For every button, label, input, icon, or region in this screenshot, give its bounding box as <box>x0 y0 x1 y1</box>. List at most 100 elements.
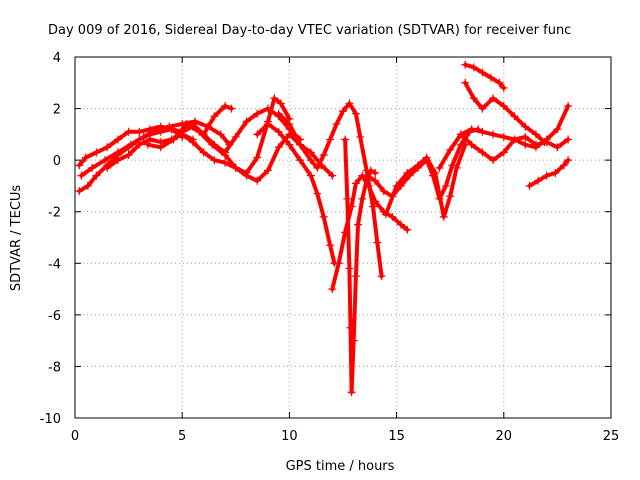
data-point <box>377 272 386 281</box>
series-arc-13 <box>381 140 470 221</box>
data-point <box>334 259 343 268</box>
data-point <box>328 285 337 294</box>
data-point <box>371 176 380 185</box>
data-point <box>351 179 360 188</box>
data-point <box>306 156 315 165</box>
data-point <box>156 122 165 131</box>
plot-frame <box>74 56 612 419</box>
data-point <box>178 130 187 139</box>
x-tick-label: 15 <box>388 429 405 444</box>
data-point <box>388 212 397 221</box>
x-axis-label: GPS time / hours <box>286 459 395 474</box>
data-point <box>531 130 540 139</box>
chart-title: Day 009 of 2016, Sidereal Day-to-day VTE… <box>48 23 571 38</box>
data-point <box>461 60 470 69</box>
y-tick-label: -8 <box>48 360 61 375</box>
series-arc-17 <box>461 78 549 147</box>
data-point <box>306 171 315 180</box>
data-point <box>553 143 562 152</box>
data-point <box>113 135 122 144</box>
data-point <box>495 78 504 87</box>
data-point <box>77 171 86 180</box>
data-point <box>452 163 461 172</box>
data-point <box>253 176 262 185</box>
series-trace <box>343 137 378 395</box>
data-point <box>124 150 133 159</box>
data-point <box>188 120 197 129</box>
data-point <box>75 187 84 196</box>
data-point <box>169 135 178 144</box>
data-point <box>113 156 122 165</box>
data-point <box>253 109 262 118</box>
data-point <box>351 109 360 118</box>
data-point <box>199 130 208 139</box>
data-point <box>296 156 305 165</box>
data-point <box>379 187 388 196</box>
data-point <box>521 140 530 149</box>
data-point <box>521 132 530 141</box>
data-point <box>135 140 144 149</box>
data-point <box>525 181 534 190</box>
series-arc-11 <box>341 135 380 397</box>
data-point <box>403 169 412 178</box>
data-point <box>270 94 279 103</box>
data-point <box>392 181 401 190</box>
data-point <box>448 161 457 170</box>
data-point <box>210 140 219 149</box>
data-point <box>146 125 155 134</box>
data-point <box>414 161 423 170</box>
series-arc-8 <box>253 120 339 268</box>
data-point <box>373 238 382 247</box>
series-arc-16 <box>461 60 508 92</box>
data-point <box>456 130 465 139</box>
data-point <box>531 140 540 149</box>
data-point <box>274 127 283 136</box>
data-point <box>510 112 519 121</box>
data-point <box>381 210 390 219</box>
data-point <box>221 158 230 167</box>
data-point <box>88 163 97 172</box>
data-point <box>347 388 356 397</box>
data-point <box>103 143 112 152</box>
x-tick-label: 25 <box>603 429 620 444</box>
series-trace <box>383 142 468 219</box>
data-point <box>396 220 405 229</box>
data-point <box>263 104 272 113</box>
series-trace <box>255 122 337 266</box>
data-point <box>253 153 262 162</box>
data-point <box>221 101 230 110</box>
data-point <box>564 156 573 165</box>
data-point <box>339 107 347 116</box>
data-point <box>210 156 219 165</box>
data-point <box>199 148 208 157</box>
series-arc-15 <box>456 130 573 165</box>
data-point <box>231 132 240 141</box>
series-arc-18 <box>525 156 573 190</box>
data-point <box>75 161 84 170</box>
data-point <box>431 169 440 178</box>
series-trace <box>527 158 571 188</box>
data-point <box>478 127 487 136</box>
data-point <box>521 122 530 131</box>
y-tick-label: -2 <box>48 206 61 221</box>
data-point <box>369 202 378 211</box>
data-point <box>356 132 365 141</box>
data-point <box>92 171 101 180</box>
series-arc-1 <box>75 101 236 196</box>
series-trace <box>463 80 547 145</box>
data-point <box>551 169 560 178</box>
data-point <box>332 120 341 129</box>
data-point <box>216 130 225 139</box>
data-point <box>285 140 294 149</box>
data-point <box>371 197 380 206</box>
data-point <box>263 120 272 129</box>
series-trace <box>463 62 506 90</box>
series-trace <box>145 96 292 175</box>
data-point <box>203 122 212 131</box>
data-point <box>499 132 508 141</box>
data-point <box>564 135 573 144</box>
data-point <box>313 189 322 198</box>
data-point <box>139 132 148 141</box>
data-point <box>274 109 283 118</box>
data-point <box>221 148 230 157</box>
